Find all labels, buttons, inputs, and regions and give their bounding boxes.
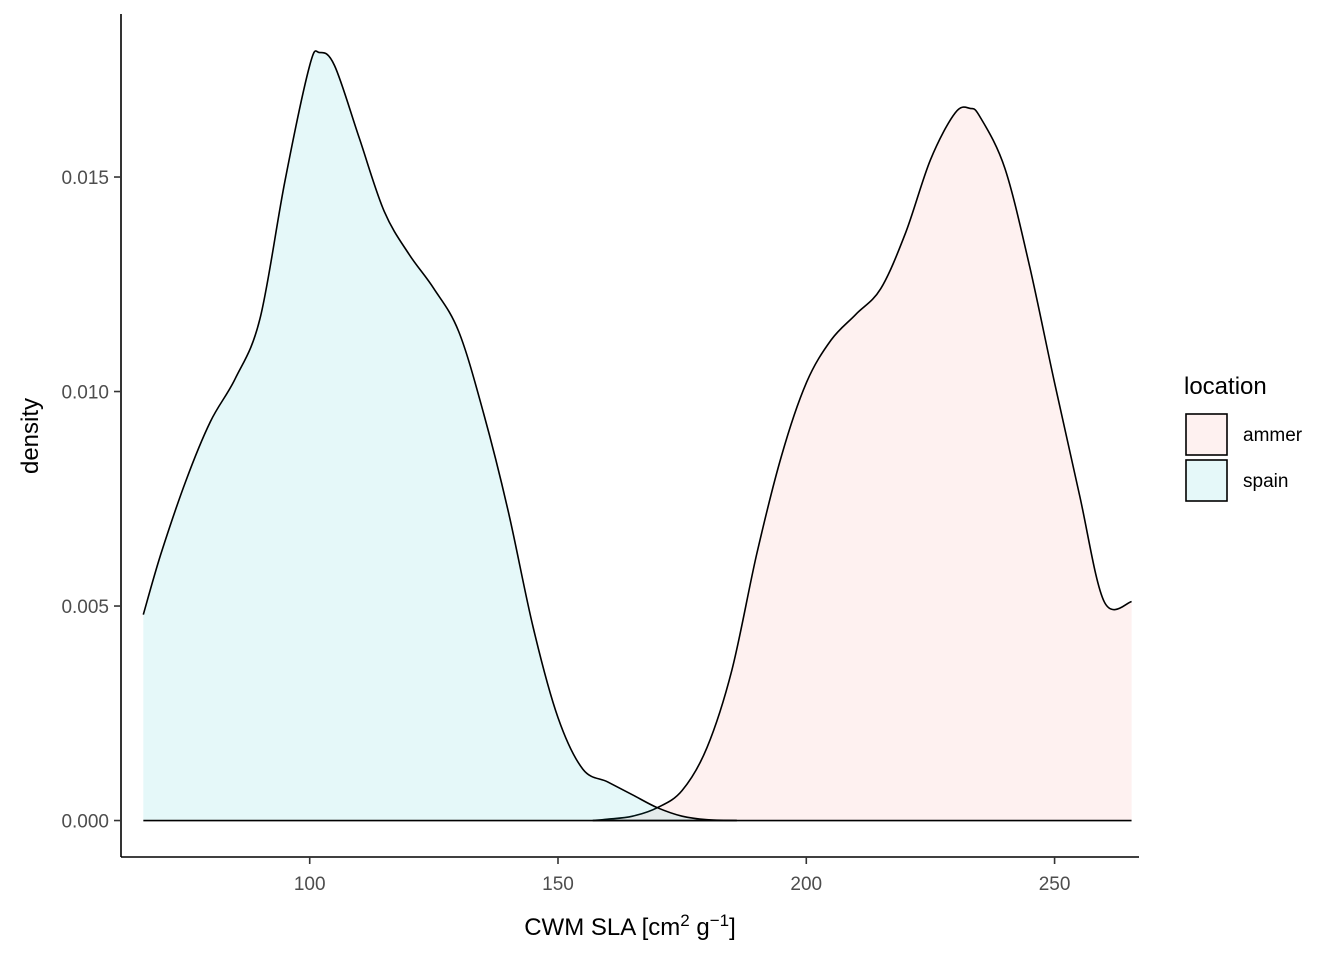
- axes: [120, 14, 1139, 858]
- legend-label-ammer: ammer: [1243, 425, 1303, 446]
- legend-key-bg: [1185, 413, 1228, 456]
- x-tick-label: 250: [1039, 874, 1071, 895]
- legend-key-spain: [1185, 459, 1228, 502]
- density-curve-spain: [142, 50, 737, 822]
- y-tick-label: 0.005: [61, 597, 109, 618]
- axis-titles: density CWM SLA [cm2 g−1]: [17, 398, 736, 941]
- density-curve-ammer: [592, 106, 1132, 822]
- density-area-spain: [143, 50, 737, 821]
- density-area-ammer: [592, 107, 1132, 821]
- x-tick-label: 100: [294, 874, 326, 895]
- x-axis-title: CWM SLA [cm2 g−1]: [524, 911, 736, 942]
- ticks: 100 150 200 250 0.000 0.005 0.010 0.015: [61, 168, 1070, 895]
- legend-key-bg: [1185, 459, 1228, 502]
- y-tick-label: 0.010: [61, 383, 109, 404]
- x-tick-label: 200: [790, 874, 822, 895]
- legend-label-spain: spain: [1243, 471, 1288, 492]
- y-tick-label: 0.015: [61, 168, 109, 189]
- legend: location ammer spain: [1184, 373, 1303, 502]
- density-areas: [142, 50, 1132, 822]
- legend-key-ammer: [1185, 413, 1228, 456]
- y-tick-label: 0.000: [61, 812, 109, 833]
- y-axis-title: density: [17, 398, 44, 474]
- legend-title: location: [1184, 373, 1267, 400]
- x-tick-label: 150: [542, 874, 574, 895]
